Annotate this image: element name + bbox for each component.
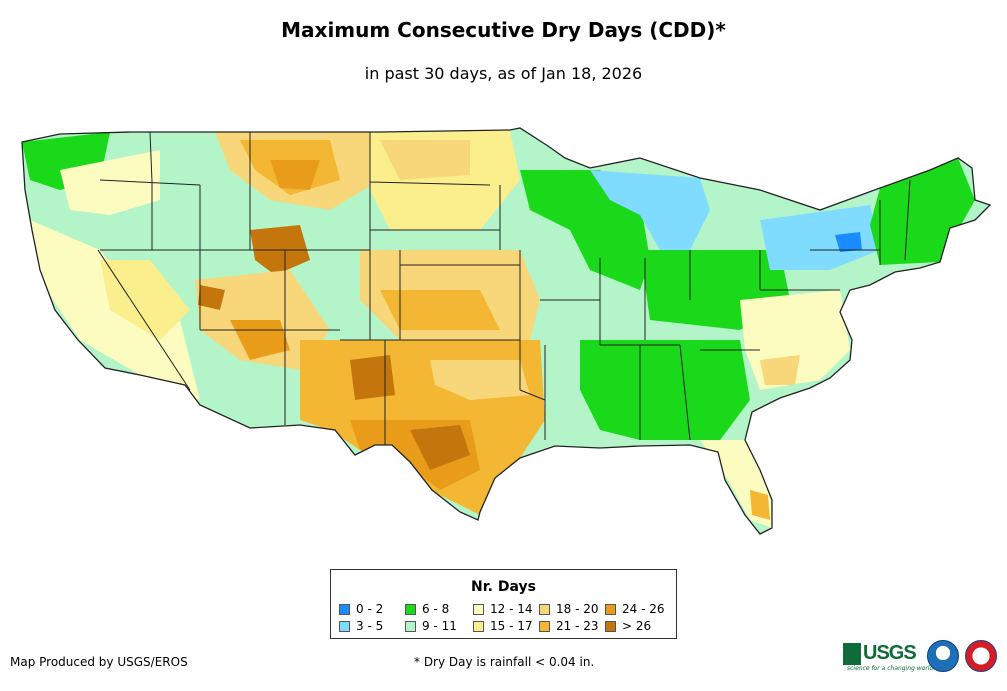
swatch-icon: [539, 620, 550, 632]
legend-item-12-14: 12 - 14: [473, 602, 533, 616]
class-18-20-region: [760, 355, 800, 385]
legend-label: 9 - 11: [422, 619, 457, 633]
swatch-icon: [473, 620, 484, 632]
class-18-20-region: [380, 140, 470, 180]
class-6-8-region: [580, 340, 750, 440]
legend-label: 24 - 26: [622, 602, 665, 616]
usgs-wordmark: USGS: [863, 642, 917, 664]
swatch-icon: [405, 620, 416, 632]
legend-label: 21 - 23: [556, 619, 599, 633]
usgs-logo-icon: USGS: [843, 642, 917, 665]
class-15-17-region: [100, 260, 190, 340]
class-21-23-region: [380, 290, 500, 330]
class-21-23-region: [750, 490, 770, 520]
legend-item-6-8: 6 - 8: [405, 602, 449, 616]
legend-label: > 26: [622, 619, 652, 633]
class-over-26-region: [198, 285, 225, 310]
map-title: Maximum Consecutive Dry Days (CDD)*: [281, 18, 726, 42]
class-6-8-region: [870, 158, 975, 265]
legend-item-24-26: 24 - 26: [605, 602, 665, 616]
legend-item-3-5: 3 - 5: [339, 619, 383, 633]
class-12-14-region: [60, 150, 160, 215]
swatch-icon: [405, 603, 416, 615]
map-credit: Map Produced by USGS/EROS: [10, 655, 188, 669]
class-24-26-region: [270, 160, 320, 190]
dry-day-footnote: * Dry Day is rainfall < 0.04 in.: [414, 655, 595, 669]
cdd-map: [21, 127, 991, 535]
legend: Nr. Days 0 - 2 3 - 5 6 - 8 9 - 11 12 - 1…: [330, 569, 677, 639]
class-18-20-region: [430, 360, 530, 400]
noaa-logo-icon: [927, 640, 959, 672]
swatch-icon: [339, 620, 350, 632]
swatch-icon: [539, 603, 550, 615]
legend-item-0-2: 0 - 2: [339, 602, 383, 616]
map-subtitle: in past 30 days, as of Jan 18, 2026: [364, 64, 643, 83]
legend-label: 3 - 5: [356, 619, 384, 633]
class-3-5-region: [760, 205, 880, 270]
agency-logos: USGS science for a changing world: [843, 640, 1007, 680]
legend-label: 0 - 2: [356, 602, 384, 616]
legend-label: 12 - 14: [490, 602, 533, 616]
class-over-26-region: [350, 355, 395, 400]
legend-label: 18 - 20: [556, 602, 599, 616]
legend-item-9-11: 9 - 11: [405, 619, 457, 633]
nws-logo-icon: [965, 640, 997, 672]
legend-item-15-17: 15 - 17: [473, 619, 533, 633]
class-0-2-region: [835, 232, 862, 252]
usgs-tagline: science for a changing world: [847, 665, 934, 672]
swatch-icon: [473, 603, 484, 615]
legend-label: 6 - 8: [422, 602, 450, 616]
swatch-icon: [605, 603, 616, 615]
legend-title: Nr. Days: [471, 579, 536, 595]
legend-label: 15 - 17: [490, 619, 533, 633]
legend-item-21-23: 21 - 23: [539, 619, 599, 633]
legend-item-over-26: > 26: [605, 619, 651, 633]
swatch-icon: [339, 603, 350, 615]
legend-item-18-20: 18 - 20: [539, 602, 599, 616]
class-3-5-region: [590, 170, 710, 250]
class-over-26-region: [410, 425, 470, 470]
usgs-mark-icon: [843, 642, 861, 665]
swatch-icon: [605, 620, 616, 632]
state-borders: [21, 127, 991, 535]
